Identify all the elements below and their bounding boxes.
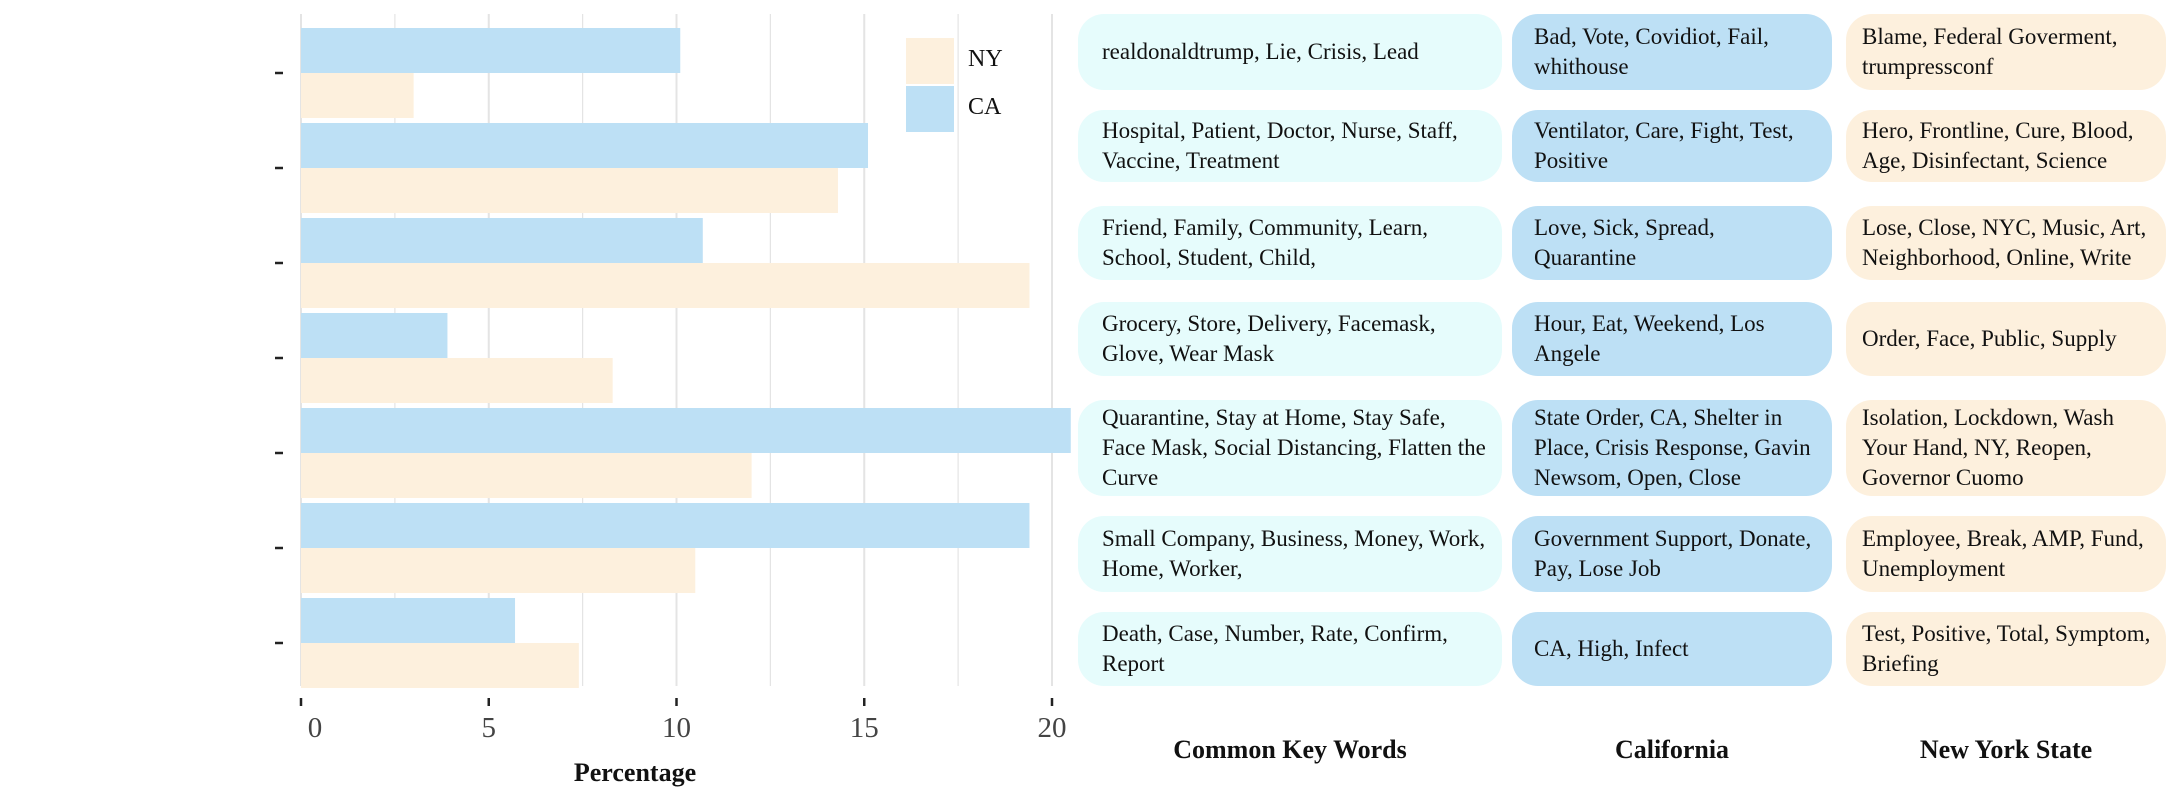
bar-chart: Donald TrumpMedicalLife During Covid‒19D… bbox=[0, 0, 1080, 806]
keyword-pill-new-york: Lose, Close, NYC, Music, Art, Neighborho… bbox=[1846, 206, 2166, 280]
bar-ca bbox=[301, 503, 1030, 548]
keyword-pill-new-york: Hero, Frontline, Cure, Blood, Age, Disin… bbox=[1846, 110, 2166, 182]
keyword-text: Isolation, Lockdown, Wash Your Hand, NY,… bbox=[1862, 405, 2114, 490]
column-title-california: California bbox=[1614, 735, 1730, 764]
keyword-pill-california: CA, High, Infect bbox=[1512, 612, 1832, 686]
keyword-text: Bad, Vote, Covidiot, Fail, whithouse bbox=[1534, 24, 1769, 79]
keyword-text: Blame, Federal Goverment, trumpressconf bbox=[1862, 24, 2118, 79]
x-tick-label: 20 bbox=[1037, 712, 1067, 744]
keyword-text: Order, Face, Public, Supply bbox=[1862, 326, 2117, 351]
bar-ca bbox=[301, 28, 681, 73]
column-title-new-york: New York State bbox=[1919, 735, 2093, 764]
keyword-text: Hero, Frontline, Cure, Blood, Age, Disin… bbox=[1862, 118, 2134, 173]
bar-ny bbox=[301, 453, 752, 498]
x-tick-label: 15 bbox=[849, 712, 879, 744]
keyword-pill-new-york: Employee, Break, AMP, Fund, Unemployment bbox=[1846, 516, 2166, 592]
keyword-pill-california: Ventilator, Care, Fight, Test, Positive bbox=[1512, 110, 1832, 182]
keyword-text: Ventilator, Care, Fight, Test, Positive bbox=[1534, 118, 1794, 173]
keyword-text: State Order, CA, Shelter in Place, Crisi… bbox=[1534, 405, 1811, 490]
legend-swatch bbox=[906, 38, 954, 84]
column-title-common: Common Key Words bbox=[1173, 735, 1407, 764]
chart-plot bbox=[275, 14, 1071, 706]
keyword-text: Government Support, Donate, Pay, Lose Jo… bbox=[1534, 526, 1812, 581]
keyword-text: Test, Positive, Total, Symptom, Briefing bbox=[1862, 621, 2151, 676]
keyword-pill-common: Grocery, Store, Delivery, Facemask, Glov… bbox=[1078, 302, 1502, 376]
keyword-pill-california: Love, Sick, Spread, Quarantine bbox=[1512, 206, 1832, 280]
keyword-pill-new-york: Isolation, Lockdown, Wash Your Hand, NY,… bbox=[1846, 400, 2166, 496]
bar-ny bbox=[301, 358, 613, 403]
keyword-text: Hour, Eat, Weekend, Los Angele bbox=[1534, 311, 1765, 366]
bar-ny bbox=[301, 548, 696, 593]
x-axis-label: Percentage bbox=[573, 758, 697, 787]
keyword-pill-new-york: Order, Face, Public, Supply bbox=[1846, 302, 2166, 376]
bar-ca bbox=[301, 598, 516, 643]
bar-ny bbox=[301, 643, 579, 688]
keyword-pill-new-york: Test, Positive, Total, Symptom, Briefing bbox=[1846, 612, 2166, 686]
bar-ca bbox=[301, 218, 703, 263]
keyword-text: Lose, Close, NYC, Music, Art, Neighborho… bbox=[1862, 215, 2147, 270]
keyword-text: realdonaldtrump, Lie, Crisis, Lead bbox=[1102, 39, 1419, 64]
legend-label: NY bbox=[968, 46, 1003, 72]
keyword-pill-common: realdonaldtrump, Lie, Crisis, Lead bbox=[1078, 14, 1502, 90]
keyword-text: Grocery, Store, Delivery, Facemask, Glov… bbox=[1102, 311, 1436, 366]
keyword-text: Love, Sick, Spread, Quarantine bbox=[1534, 215, 1715, 270]
legend-swatch bbox=[906, 86, 954, 132]
keyword-pill-new-york: Blame, Federal Goverment, trumpressconf bbox=[1846, 14, 2166, 90]
keyword-pill-common: Small Company, Business, Money, Work, Ho… bbox=[1078, 516, 1502, 592]
keyword-text: Small Company, Business, Money, Work, Ho… bbox=[1102, 526, 1486, 581]
keyword-pill-common: Death, Case, Number, Rate, Confirm, Repo… bbox=[1078, 612, 1502, 686]
legend-label: CA bbox=[968, 94, 1002, 120]
bar-ny bbox=[301, 73, 414, 118]
keyword-pill-common: Quarantine, Stay at Home, Stay Safe, Fac… bbox=[1078, 400, 1502, 496]
keyword-pill-california: State Order, CA, Shelter in Place, Crisi… bbox=[1512, 400, 1832, 496]
keyword-pill-common: Hospital, Patient, Doctor, Nurse, Staff,… bbox=[1078, 110, 1502, 182]
keyword-pill-common: Friend, Family, Community, Learn, School… bbox=[1078, 206, 1502, 280]
keyword-pill-california: Government Support, Donate, Pay, Lose Jo… bbox=[1512, 516, 1832, 592]
keyword-text: Friend, Family, Community, Learn, School… bbox=[1102, 215, 1429, 270]
keyword-text: CA, High, Infect bbox=[1534, 636, 1689, 661]
keyword-pill-california: Bad, Vote, Covidiot, Fail, whithouse bbox=[1512, 14, 1832, 90]
keyword-text: Hospital, Patient, Doctor, Nurse, Staff,… bbox=[1102, 118, 1458, 173]
keyword-text: Employee, Break, AMP, Fund, Unemployment bbox=[1862, 526, 2144, 581]
keyword-text: Quarantine, Stay at Home, Stay Safe, Fac… bbox=[1102, 405, 1486, 490]
bar-ca bbox=[301, 123, 869, 168]
x-tick-label: 0 bbox=[307, 712, 323, 744]
keyword-text: Death, Case, Number, Rate, Confirm, Repo… bbox=[1102, 621, 1448, 676]
x-tick-label: 10 bbox=[662, 712, 691, 744]
bar-ca bbox=[301, 408, 1071, 453]
keyword-pill-california: Hour, Eat, Weekend, Los Angele bbox=[1512, 302, 1832, 376]
x-tick-label: 5 bbox=[481, 712, 497, 744]
bar-ny bbox=[301, 168, 838, 213]
bar-ca bbox=[301, 313, 448, 358]
bar-ny bbox=[301, 263, 1030, 308]
